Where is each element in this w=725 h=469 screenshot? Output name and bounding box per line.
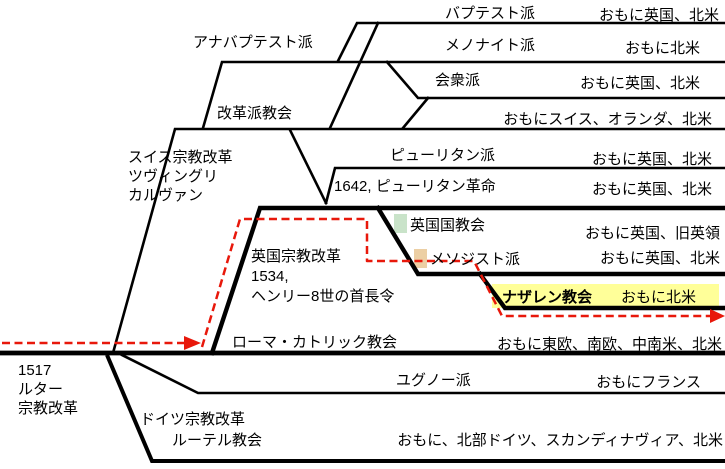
label-luther-reformation: 1517 ルター 宗教改革 bbox=[18, 362, 79, 417]
region-german-reformation: おもに、北部ドイツ、スカンディナヴィア、北米 bbox=[397, 432, 723, 449]
label-roman-catholic: ローマ・カトリック教会 bbox=[232, 334, 398, 351]
congregational-feeder-line bbox=[401, 96, 430, 130]
region-congregational: おもに英国、北米 bbox=[579, 75, 700, 92]
region-reformed: おもにスイス、オランダ、北米 bbox=[503, 111, 712, 128]
methodist-marker-square bbox=[414, 249, 427, 268]
label-english-reformation: 英国宗教改革 1534, ヘンリー8世の首長令 bbox=[251, 248, 395, 305]
region-puritan: おもに英国、北米 bbox=[591, 151, 712, 168]
label-baptist: バプテスト派 bbox=[445, 5, 536, 22]
region-huguenot: おもにフランス bbox=[596, 374, 701, 391]
region-mennonite: おもに北米 bbox=[624, 40, 700, 57]
red-arrowhead-left bbox=[184, 336, 201, 350]
puritan-feeder-line bbox=[288, 128, 328, 205]
region-roman-catholic: おもに東欧、南欧、中南米、北米 bbox=[496, 336, 722, 353]
label-methodist: メソジスト派 bbox=[430, 251, 521, 268]
label-german-reformation: ドイツ宗教改革 bbox=[140, 411, 246, 428]
region-nazarene: おもに北米 bbox=[621, 289, 697, 306]
anglican-marker-square bbox=[394, 214, 407, 233]
label-huguenot: ユグノー派 bbox=[396, 372, 471, 389]
region-methodist: おもに英国、北米 bbox=[599, 250, 720, 267]
label-nazarene: ナザレン教会 bbox=[502, 289, 593, 306]
label-reformed: 改革派教会 bbox=[217, 105, 293, 122]
region-puritan-revolution: おもに英国、北米 bbox=[591, 181, 712, 198]
baptist-feeder-line bbox=[328, 21, 380, 130]
label-puritan-revolution: 1642, ピューリタン革命 bbox=[334, 178, 496, 195]
label-puritan: ピューリタン派 bbox=[390, 147, 496, 164]
red-arrowhead-right bbox=[710, 309, 725, 323]
region-anglican: おもに英国、旧英領 bbox=[584, 225, 720, 242]
region-baptist: おもに英国、北米 bbox=[598, 7, 719, 24]
label-anglican: 英国国教会 bbox=[410, 217, 486, 234]
label-lutheran-church: ルーテル教会 bbox=[172, 432, 263, 449]
label-anabaptist: アナバプテスト派 bbox=[193, 34, 313, 51]
label-congregational: 会衆派 bbox=[435, 72, 481, 89]
label-swiss-reformation: スイス宗教改革 ツヴィングリ カルヴァン bbox=[128, 149, 233, 204]
label-mennonite: メノナイト派 bbox=[445, 37, 536, 54]
